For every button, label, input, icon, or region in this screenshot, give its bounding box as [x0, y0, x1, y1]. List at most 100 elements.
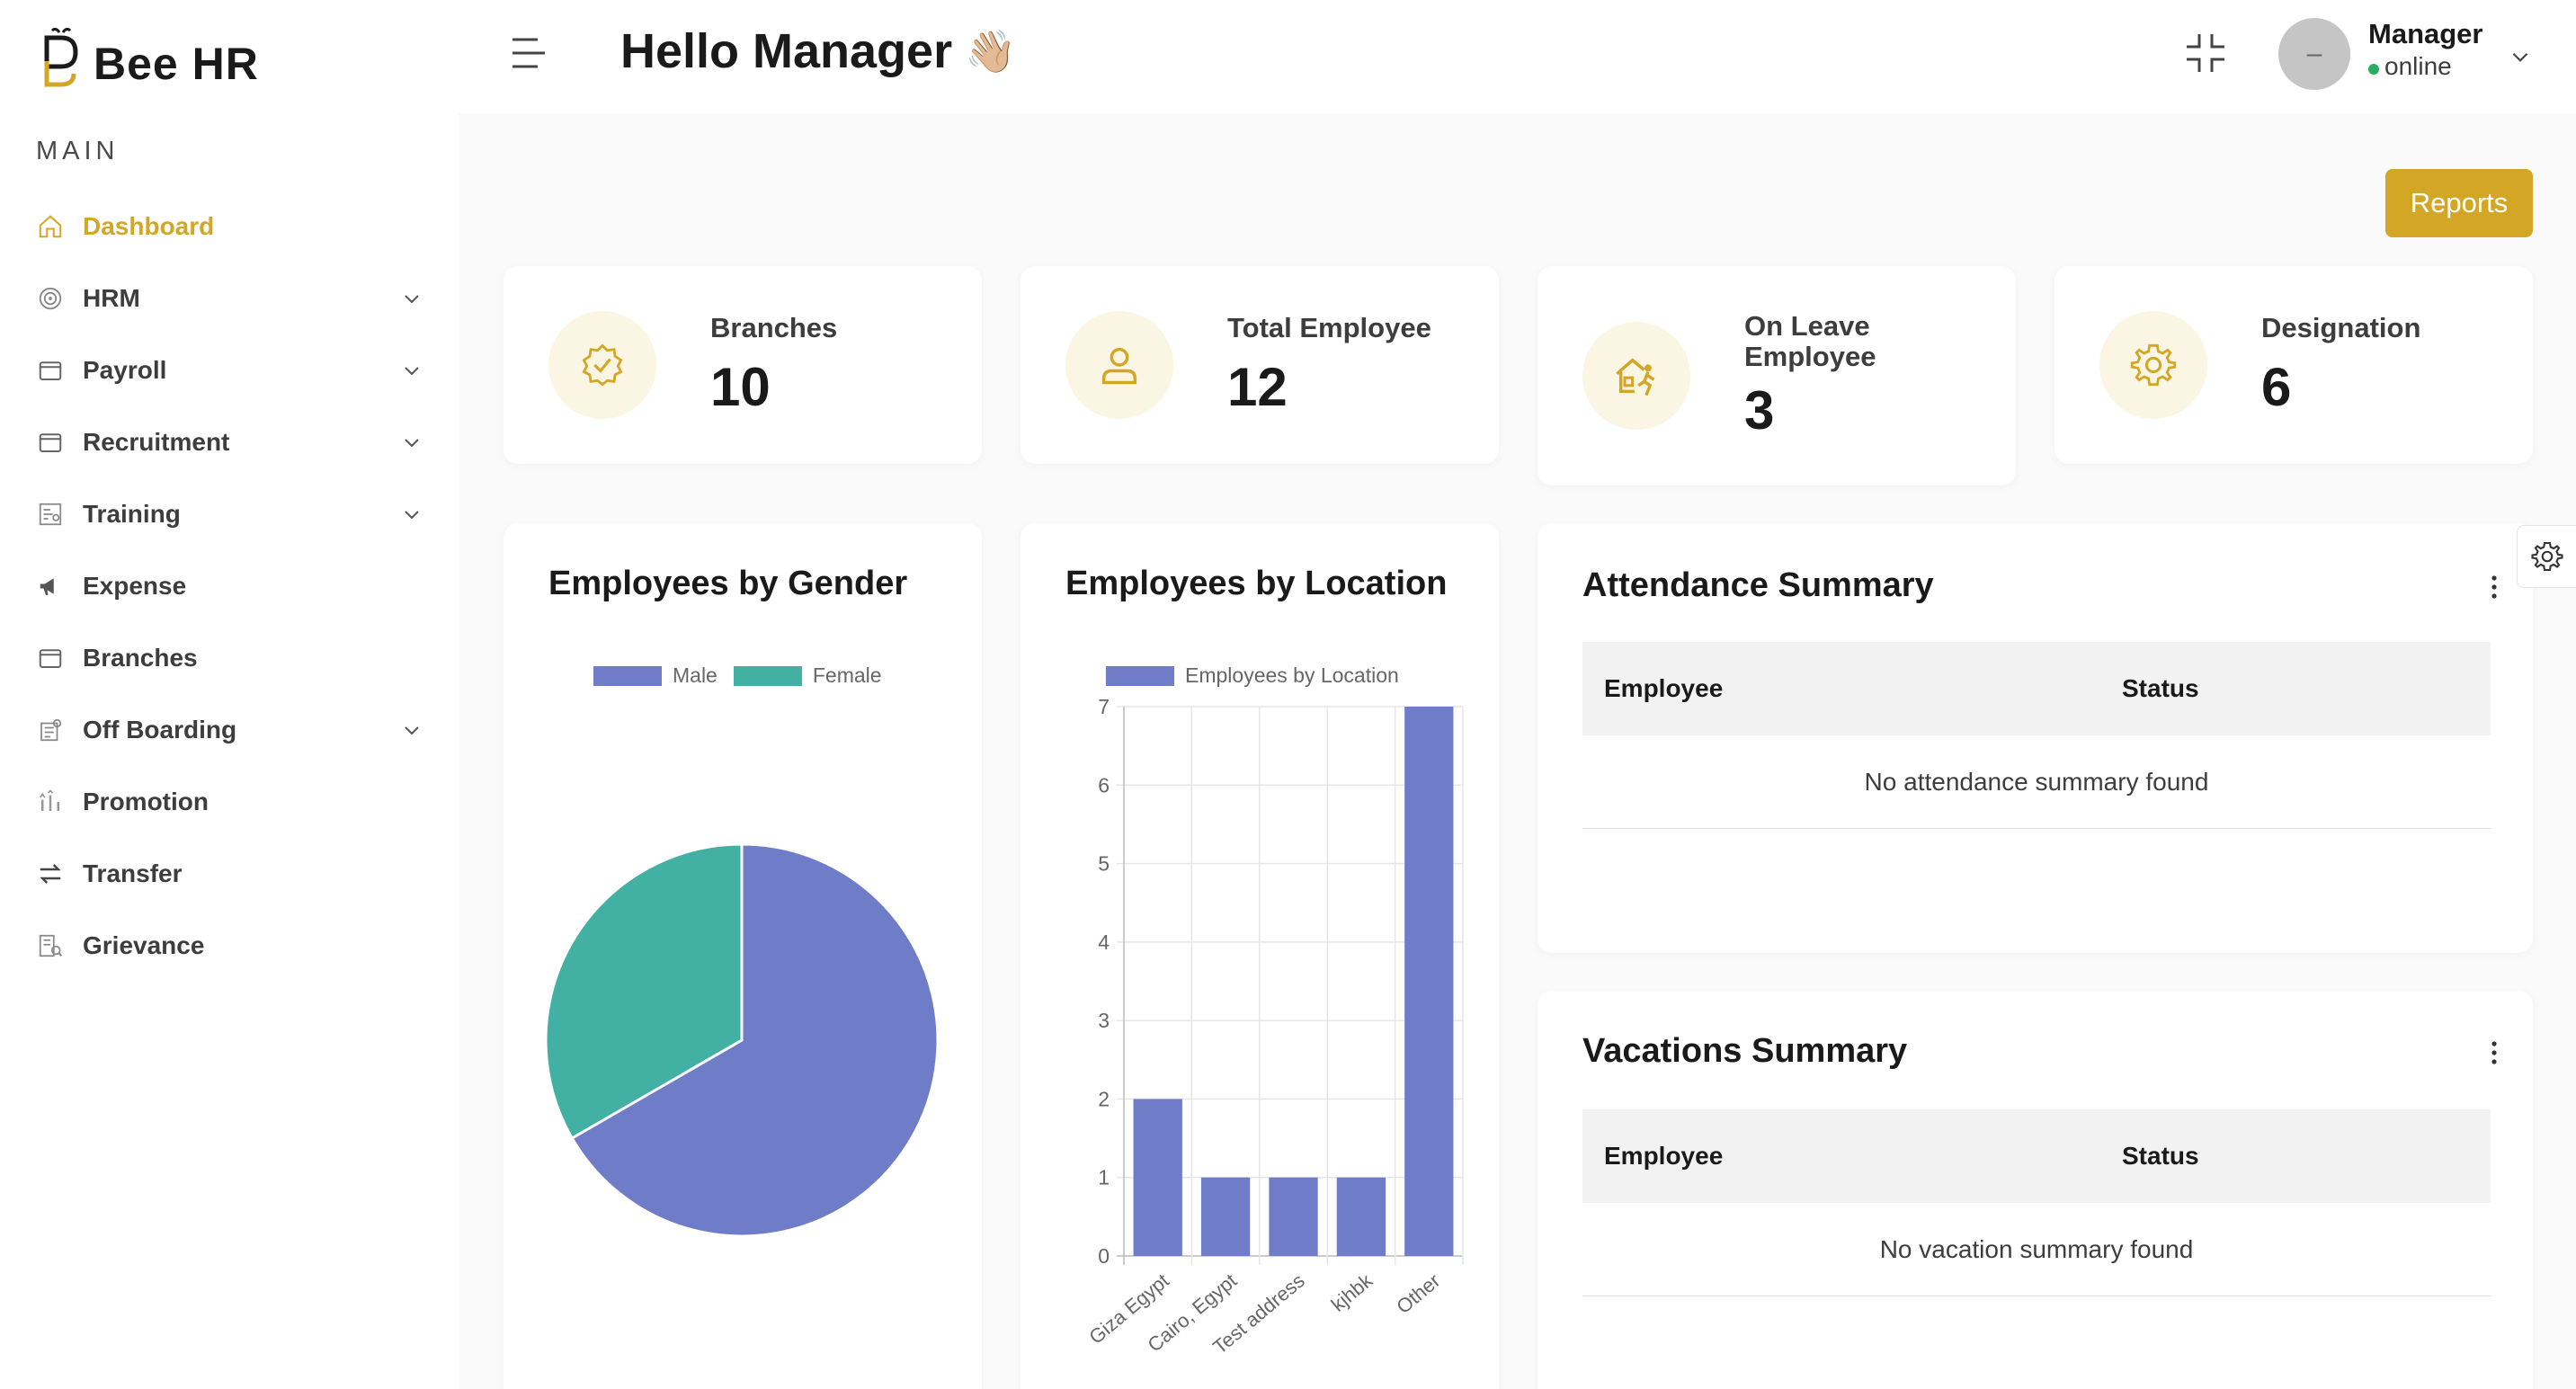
- reports-button[interactable]: Reports: [2385, 169, 2533, 237]
- bar-4[interactable]: [1404, 707, 1454, 1256]
- sidebar-item-grievance[interactable]: Grievance: [0, 910, 459, 982]
- stat-label: Total Employee: [1227, 312, 1431, 343]
- stat-value: 12: [1227, 357, 1288, 417]
- stat-card-branches: Branches 10: [504, 266, 982, 464]
- more-options-icon[interactable]: [2489, 574, 2500, 601]
- sidebar-item-off-boarding[interactable]: Off Boarding: [0, 694, 459, 766]
- pie-slice-male[interactable]: [570, 842, 940, 1238]
- bar-2[interactable]: [1269, 1177, 1318, 1256]
- gear-icon: [2099, 311, 2207, 419]
- y-tick-label: 5: [1098, 852, 1110, 876]
- x-tick-label: Other: [1392, 1269, 1444, 1319]
- sidebar: Bee HR MAIN Dashboard HRM Payroll: [0, 0, 459, 1389]
- page-title: Hello Manager 👋🏼: [620, 23, 1016, 79]
- settings-button[interactable]: [2517, 525, 2576, 588]
- sidebar-item-expense[interactable]: Expense: [0, 550, 459, 622]
- top-bar: Hello Manager 👋🏼 – Manager online: [459, 0, 2576, 113]
- sidebar-item-transfer[interactable]: Transfer: [0, 838, 459, 910]
- brand-logo[interactable]: Bee HR: [40, 25, 259, 90]
- stat-label: Designation: [2261, 312, 2421, 343]
- stat-value: 6: [2261, 357, 2292, 417]
- y-tick-label: 1: [1098, 1166, 1110, 1189]
- avatar[interactable]: –: [2278, 18, 2350, 90]
- brand-name: Bee HR: [94, 39, 259, 89]
- wallet-icon: [36, 644, 65, 672]
- empty-state: No attendance summary found: [1582, 735, 2491, 829]
- chevron-down-icon[interactable]: [401, 719, 423, 741]
- sidebar-item-label: Payroll: [83, 356, 167, 384]
- leave-house-icon: [1582, 322, 1690, 430]
- legend-swatch: [1106, 665, 1174, 686]
- sidebar-item-promotion[interactable]: Promotion: [0, 766, 459, 838]
- exit-fullscreen-icon[interactable]: [2183, 31, 2228, 76]
- attendance-summary-card: Attendance Summary Employee Status No at…: [1538, 523, 2533, 953]
- table-header: Employee Status: [1582, 642, 2491, 735]
- stat-value: 10: [710, 357, 771, 417]
- card-title: Attendance Summary: [1582, 566, 1934, 604]
- column-header-employee[interactable]: Employee: [1604, 1142, 1724, 1170]
- bar-1[interactable]: [1200, 1177, 1251, 1256]
- stat-card-total-employee: Total Employee 12: [1021, 266, 1499, 464]
- column-header-status[interactable]: Status: [2122, 1142, 2199, 1170]
- stat-value: 3: [1744, 380, 1775, 441]
- bar-3[interactable]: [1336, 1177, 1386, 1256]
- chevron-down-icon[interactable]: [401, 432, 423, 453]
- y-tick-label: 7: [1098, 695, 1110, 718]
- training-icon: [36, 500, 65, 529]
- location-chart-card: Employees by Location Employees by Locat…: [1021, 523, 1499, 1389]
- user-status: online: [2368, 52, 2452, 81]
- chevron-down-icon[interactable]: [401, 288, 423, 309]
- pie-chart: [544, 842, 940, 1238]
- legend-swatch: [733, 665, 802, 686]
- sidebar-item-label: HRM: [83, 284, 140, 312]
- legend-label: Male: [673, 663, 718, 687]
- x-tick-label: kjhbk: [1327, 1269, 1377, 1316]
- badge-check-icon: [548, 311, 656, 419]
- legend-item[interactable]: Employees by Location: [1106, 663, 1399, 688]
- sidebar-item-label: Transfer: [83, 859, 183, 887]
- sidebar-item-payroll[interactable]: Payroll: [0, 334, 459, 406]
- y-tick-label: 0: [1098, 1244, 1110, 1268]
- empty-state: No vacation summary found: [1582, 1203, 2491, 1296]
- y-tick-label: 6: [1098, 773, 1110, 797]
- column-header-employee[interactable]: Employee: [1604, 674, 1724, 702]
- y-tick-label: 2: [1098, 1087, 1110, 1110]
- sidebar-item-label: Grievance: [83, 931, 205, 959]
- column-header-status[interactable]: Status: [2122, 674, 2199, 702]
- sidebar-item-label: Recruitment: [83, 428, 230, 456]
- offboarding-icon: [36, 716, 65, 744]
- card-title: Vacations Summary: [1582, 1032, 1908, 1070]
- greeting-text: Hello Manager: [620, 24, 953, 78]
- sidebar-item-recruitment[interactable]: Recruitment: [0, 406, 459, 478]
- more-options-icon[interactable]: [2489, 1039, 2500, 1066]
- sidebar-item-dashboard[interactable]: Dashboard: [0, 191, 459, 263]
- table-header: Employee Status: [1582, 1109, 2491, 1203]
- stat-label: On Leave Employee: [1744, 310, 1876, 372]
- y-tick-label: 3: [1098, 1009, 1110, 1032]
- target-icon: [36, 284, 65, 313]
- menu-toggle-icon[interactable]: [511, 36, 547, 70]
- legend-item[interactable]: Male: [593, 663, 718, 688]
- chevron-down-icon[interactable]: [2509, 45, 2532, 68]
- sidebar-item-label: Branches: [83, 644, 198, 672]
- sidebar-item-hrm[interactable]: HRM: [0, 263, 459, 334]
- bar-0[interactable]: [1133, 1099, 1182, 1256]
- online-status-icon: [2368, 64, 2379, 75]
- gender-chart-card: Employees by Gender Male Female: [504, 523, 982, 1389]
- chevron-down-icon[interactable]: [401, 503, 423, 525]
- chevron-down-icon[interactable]: [401, 360, 423, 381]
- main-content: Hello Manager 👋🏼 – Manager online Report…: [459, 0, 2576, 1389]
- stat-label: Branches: [710, 312, 838, 343]
- legend-swatch: [593, 665, 662, 686]
- legend-label: Employees by Location: [1185, 663, 1399, 687]
- legend-item[interactable]: Female: [733, 663, 882, 688]
- legend-label: Female: [812, 663, 882, 687]
- y-tick-label: 4: [1098, 930, 1110, 954]
- gear-icon: [2530, 541, 2563, 572]
- sidebar-item-branches[interactable]: Branches: [0, 622, 459, 694]
- menu-section-label: MAIN: [36, 137, 120, 165]
- pie-slice-female[interactable]: [544, 842, 744, 1141]
- sidebar-menu: Dashboard HRM Payroll Recruitment: [0, 191, 459, 982]
- sidebar-item-label: Promotion: [83, 788, 209, 815]
- sidebar-item-training[interactable]: Training: [0, 478, 459, 550]
